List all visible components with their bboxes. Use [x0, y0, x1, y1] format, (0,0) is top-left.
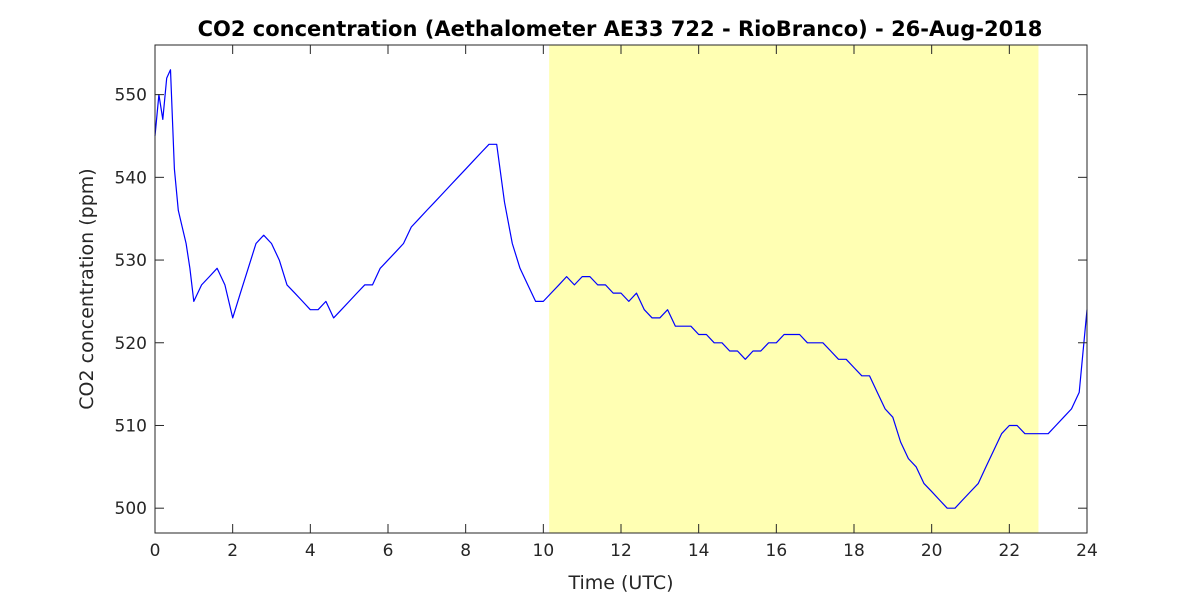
x-tick-label: 10 — [533, 541, 555, 561]
y-tick-label: 550 — [115, 86, 147, 106]
x-tick-label: 14 — [688, 541, 710, 561]
x-tick-label: 8 — [460, 541, 471, 561]
x-tick-label: 18 — [843, 541, 865, 561]
x-tick-label: 20 — [921, 541, 943, 561]
series-group — [154, 69, 1088, 509]
y-tick-label: 500 — [115, 499, 147, 519]
highlight-band — [549, 45, 1039, 533]
x-tick-label: 6 — [383, 541, 394, 561]
x-tick-label: 12 — [610, 541, 632, 561]
x-tick-label: 0 — [150, 541, 161, 561]
y-axis-ticks: 500 510 520 530 540 550 — [115, 86, 1087, 519]
x-tick-label: 4 — [305, 541, 316, 561]
y-tick-label: 520 — [115, 334, 147, 354]
x-axis-label: Time (UTC) — [567, 572, 673, 594]
series-line-0 — [154, 69, 1088, 509]
x-tick-label: 24 — [1076, 541, 1098, 561]
y-tick-label: 540 — [115, 168, 147, 188]
x-tick-label: 22 — [999, 541, 1021, 561]
x-tick-label: 2 — [227, 541, 238, 561]
y-axis-label: CO2 concentration (ppm) — [76, 168, 98, 409]
y-tick-label: 510 — [115, 416, 147, 436]
chart-title: CO2 concentration (Aethalometer AE33 722… — [198, 17, 1043, 41]
y-tick-label: 530 — [115, 251, 147, 271]
x-axis-ticks: 0 2 4 6 8 10 12 14 16 18 20 22 24 — [150, 45, 1098, 561]
x-tick-label: 16 — [766, 541, 788, 561]
